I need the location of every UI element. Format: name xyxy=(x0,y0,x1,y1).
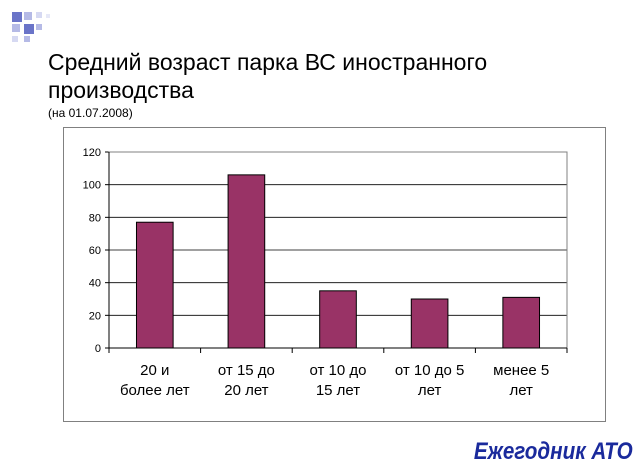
y-tick-label: 80 xyxy=(89,212,101,224)
x-tick-label-line: от 15 до xyxy=(218,362,275,379)
y-tick-label: 20 xyxy=(89,310,101,322)
y-tick-label: 0 xyxy=(95,343,101,355)
y-tick-labels: 0 20 40 60 80 100 120 xyxy=(83,147,101,355)
decorative-squares xyxy=(12,12,50,42)
x-tick-label-line: лет xyxy=(418,382,442,399)
x-tick-label-line: 20 и xyxy=(140,362,169,379)
y-tick-label: 60 xyxy=(89,245,101,257)
x-tick-label: от 10 до 5 лет xyxy=(395,362,465,399)
page-subtitle: (на 01.07.2008) xyxy=(48,106,133,120)
x-tick-label-line: более лет xyxy=(120,382,190,399)
y-tick-label: 100 xyxy=(83,180,101,192)
x-tick-label: от 15 до 20 лет xyxy=(218,362,275,399)
x-tick-label-line: 20 лет xyxy=(224,382,268,399)
bar xyxy=(135,221,174,349)
y-tick-label: 40 xyxy=(89,278,101,290)
x-tick-label: менее 5 лет xyxy=(493,362,549,399)
bar xyxy=(502,296,541,349)
chart-frame: 0 20 40 60 80 100 120 20 и более лет от 15 до 20 … xyxy=(63,127,606,422)
y-tick-label: 120 xyxy=(83,147,101,159)
x-tick-label-line: от 10 до xyxy=(310,362,367,379)
x-tick-label-line: от 10 до 5 xyxy=(395,362,465,379)
bar xyxy=(410,298,449,349)
bar xyxy=(227,174,266,349)
page-title: Средний возраст парка ВС иностранного пр… xyxy=(48,49,488,103)
axes xyxy=(105,151,568,353)
publisher-logo: Ежегодник АТО xyxy=(474,438,633,465)
x-tick-label: от 10 до 15 лет xyxy=(310,362,367,399)
bars xyxy=(135,174,541,349)
x-tick-label-line: 15 лет xyxy=(316,382,360,399)
x-tick-label-line: лет xyxy=(509,382,533,399)
x-tick-label-line: менее 5 xyxy=(493,362,549,379)
x-tick-labels: 20 и более лет от 15 до 20 лет от 10 до 15 ле… xyxy=(120,362,549,399)
x-tick-label: 20 и более лет xyxy=(120,362,190,399)
bar xyxy=(319,290,357,349)
